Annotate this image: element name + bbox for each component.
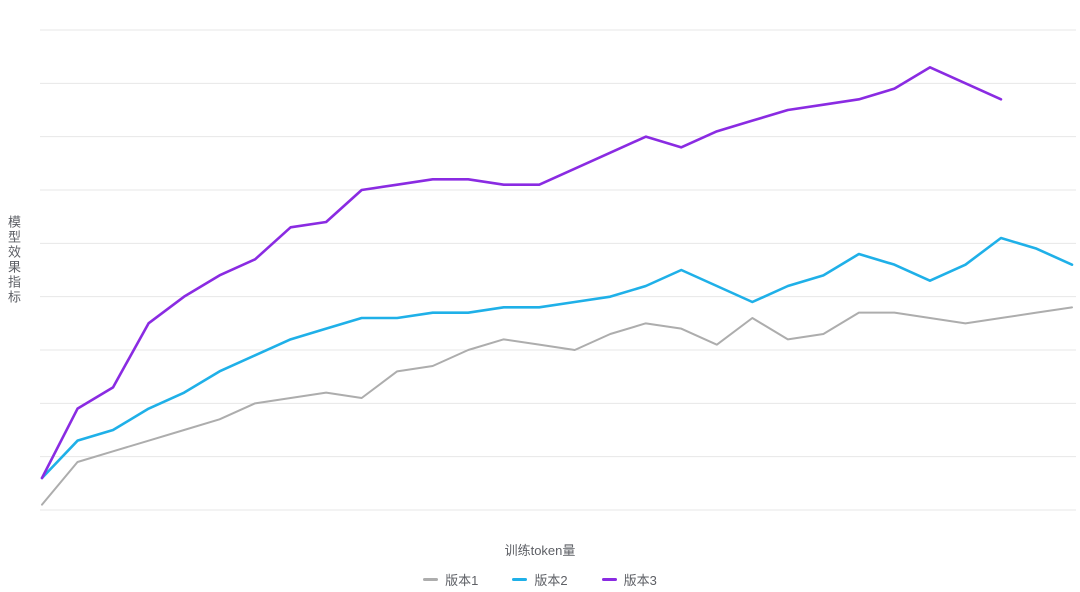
legend-label-version2: 版本2 [534, 573, 568, 588]
legend-line-marker-version3 [601, 578, 617, 581]
series-line-版本1 [41, 306, 1073, 506]
legend-line-marker-version2 [512, 578, 528, 581]
legend: 版本1 版本2 版本3 [0, 570, 1080, 589]
legend-item-version3[interactable]: 版本3 [601, 570, 657, 589]
x-axis-label: 训练token量 [504, 543, 576, 558]
legend-line-marker-version1 [423, 578, 439, 581]
series-line-版本2 [40, 236, 1074, 480]
legend-label-version3: 版本3 [623, 573, 657, 588]
series-line-版本3 [40, 66, 1003, 480]
plot-area [40, 29, 1076, 511]
legend-item-version1[interactable]: 版本1 [423, 570, 478, 589]
y-axis-label: 模型效果指标 [6, 215, 21, 305]
legend-item-version2[interactable]: 版本2 [512, 570, 568, 589]
legend-label-version1: 版本1 [445, 573, 479, 588]
